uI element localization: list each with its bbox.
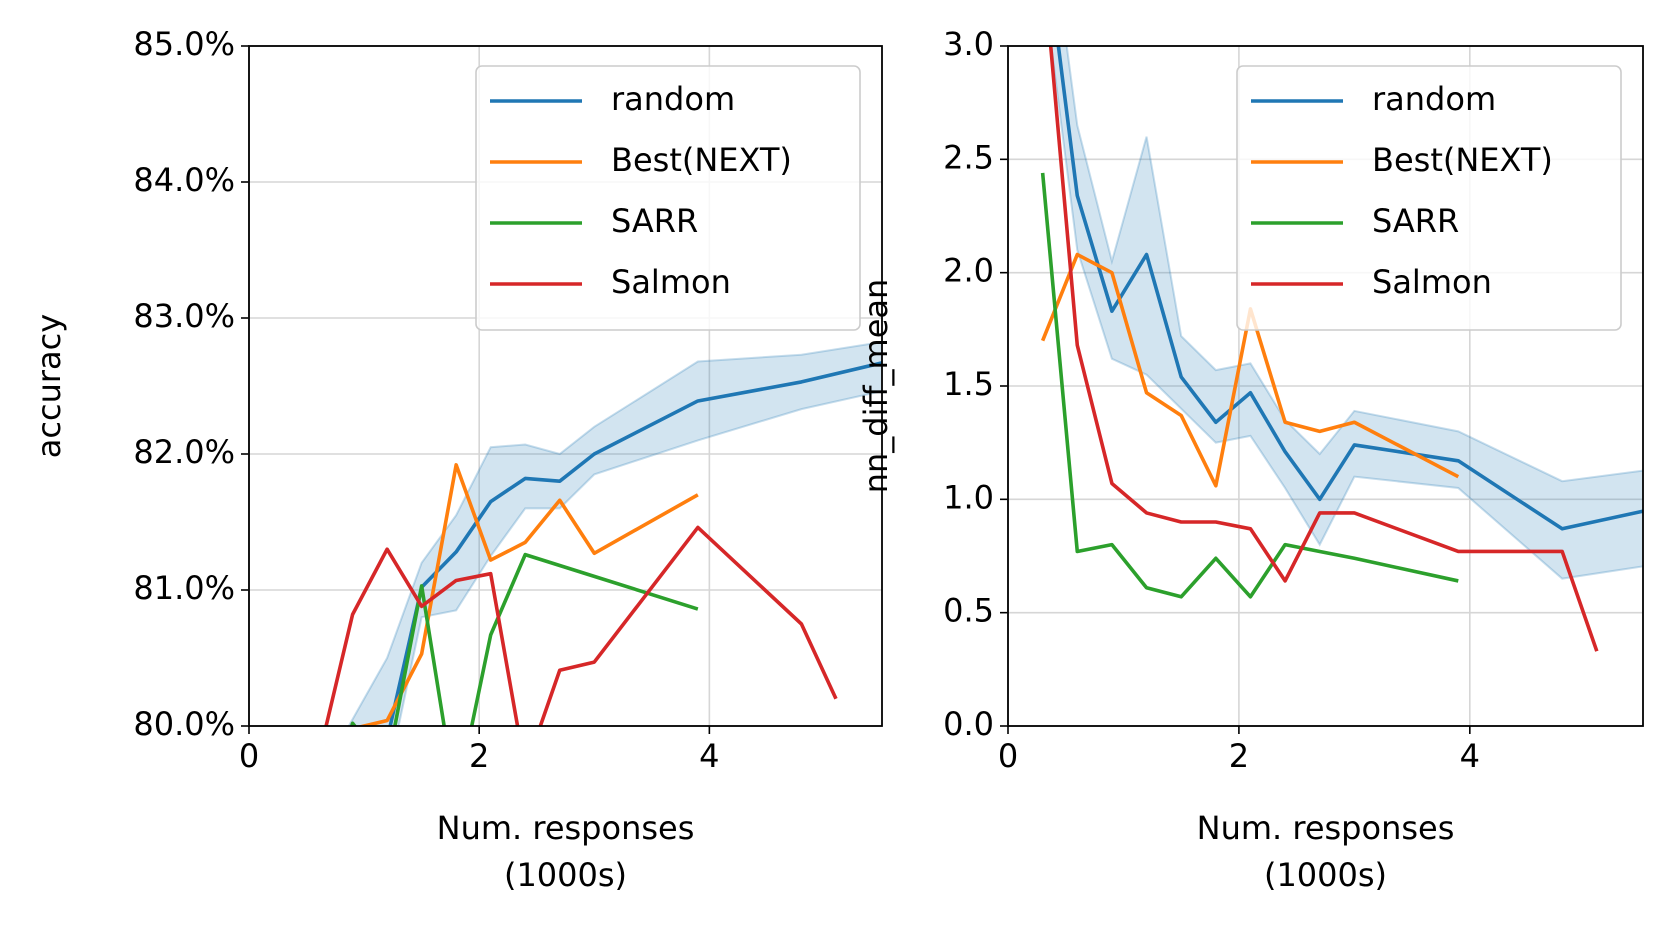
plot-area — [1040, 46, 1643, 652]
y-tick-label: 81.0% — [133, 569, 235, 607]
series-line — [350, 552, 699, 726]
y-tick-label: 1.5 — [943, 365, 994, 403]
x-tick-label: 0 — [239, 737, 259, 775]
series-line — [1040, 252, 1460, 488]
x-axis-label: Num. responses — [437, 809, 695, 847]
x-tick-label: 0 — [998, 737, 1018, 775]
y-tick-label: 2.5 — [943, 138, 994, 176]
y-tick-label: 2.0 — [943, 252, 994, 290]
series-line — [1048, 46, 1599, 652]
legend-label: random — [611, 80, 735, 118]
legend-box — [1236, 65, 1622, 331]
y-axis-label: nn_diff_mean — [857, 279, 895, 494]
y-tick-label: 0.5 — [943, 592, 994, 630]
y-tick-label: 83.0% — [133, 297, 235, 335]
x-axis-label: (1000s) — [1264, 856, 1387, 894]
legend-label: SARR — [611, 202, 698, 240]
axes-frame — [1007, 45, 1644, 727]
series-line — [1040, 172, 1459, 599]
legend-box — [475, 65, 861, 331]
y-tick-label: 1.0 — [943, 478, 994, 516]
y-tick-label: 84.0% — [133, 161, 235, 199]
series-line — [388, 361, 882, 726]
y-tick-label: 80.0% — [133, 705, 235, 743]
legend-label: SARR — [1372, 202, 1459, 240]
legend-label: Salmon — [611, 263, 731, 301]
series-line — [356, 463, 699, 726]
plot-area — [324, 341, 882, 726]
legend-label: Best(NEXT) — [611, 141, 792, 179]
legend-label: random — [1372, 80, 1496, 118]
series-line — [1056, 46, 1643, 531]
axes-frame — [248, 45, 883, 727]
series-line — [324, 525, 838, 726]
y-tick-label: 3.0 — [943, 25, 994, 63]
x-tick-label: 2 — [1229, 737, 1249, 775]
y-axis-label: accuracy — [30, 314, 68, 458]
y-tick-label: 82.0% — [133, 433, 235, 471]
legend-label: Salmon — [1372, 263, 1492, 301]
x-axis-label: Num. responses — [1197, 809, 1455, 847]
x-tick-label: 4 — [1460, 737, 1480, 775]
legend-label: Best(NEXT) — [1372, 141, 1553, 179]
y-tick-label: 0.0 — [943, 705, 994, 743]
x-axis-label: (1000s) — [504, 856, 627, 894]
y-tick-label: 85.0% — [133, 25, 235, 63]
x-tick-label: 4 — [699, 737, 719, 775]
x-tick-label: 2 — [469, 737, 489, 775]
